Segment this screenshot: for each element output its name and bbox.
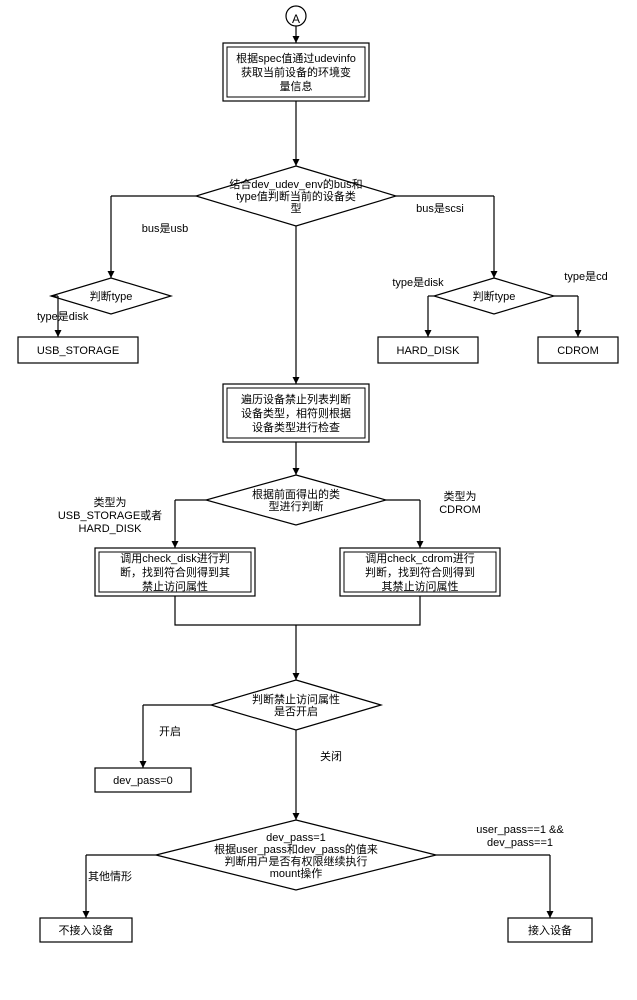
- svg-text:是否开启: 是否开启: [274, 705, 318, 718]
- svg-text:根据user_pass和dev_pass的值来: 根据user_pass和dev_pass的值来: [214, 842, 378, 856]
- svg-text:获取当前设备的环境变: 获取当前设备的环境变: [241, 65, 351, 79]
- svg-text:dev_pass==1: dev_pass==1: [487, 837, 553, 849]
- svg-text:禁止访问属性: 禁止访问属性: [142, 579, 208, 593]
- svg-text:USB_STORAGE或者: USB_STORAGE或者: [58, 509, 162, 522]
- svg-text:type是disk: type是disk: [392, 276, 444, 289]
- svg-text:不接入设备: 不接入设备: [59, 923, 114, 937]
- svg-text:设备类型进行检查: 设备类型进行检查: [252, 420, 340, 434]
- svg-text:type值判断当前的设备类: type值判断当前的设备类: [236, 189, 356, 203]
- svg-text:dev_pass=1: dev_pass=1: [266, 832, 326, 844]
- svg-text:根据前面得出的类: 根据前面得出的类: [252, 487, 340, 501]
- svg-text:接入设备: 接入设备: [528, 923, 572, 937]
- svg-text:根据spec值通过udevinfo: 根据spec值通过udevinfo: [236, 51, 356, 65]
- svg-text:判断，找到符合则得到: 判断，找到符合则得到: [365, 565, 475, 579]
- svg-text:调用check_cdrom进行: 调用check_cdrom进行: [365, 552, 474, 565]
- svg-text:型: 型: [291, 201, 302, 215]
- svg-text:type是cd: type是cd: [564, 270, 607, 283]
- svg-text:dev_pass=0: dev_pass=0: [113, 775, 173, 787]
- svg-text:类型为: 类型为: [94, 495, 127, 509]
- svg-text:型进行判断: 型进行判断: [269, 499, 324, 513]
- svg-text:其禁止访问属性: 其禁止访问属性: [382, 579, 459, 593]
- svg-text:A: A: [292, 12, 300, 26]
- svg-text:判断禁止访问属性: 判断禁止访问属性: [252, 692, 340, 706]
- svg-text:类型为: 类型为: [444, 489, 477, 503]
- svg-text:bus是scsi: bus是scsi: [416, 202, 464, 215]
- svg-text:USB_STORAGE: USB_STORAGE: [37, 345, 119, 357]
- svg-text:调用check_disk进行判: 调用check_disk进行判: [120, 552, 229, 565]
- svg-text:HARD_DISK: HARD_DISK: [79, 523, 143, 535]
- svg-text:判断type: 判断type: [90, 289, 133, 303]
- svg-text:type是disk: type是disk: [37, 310, 89, 323]
- svg-text:CDROM: CDROM: [439, 504, 481, 516]
- svg-text:其他情形: 其他情形: [88, 870, 132, 883]
- svg-text:HARD_DISK: HARD_DISK: [397, 345, 461, 357]
- svg-text:结合dev_udev_env的bus和: 结合dev_udev_env的bus和: [229, 177, 362, 191]
- svg-text:判断用户是否有权限继续执行: 判断用户是否有权限继续执行: [225, 854, 368, 868]
- svg-text:user_pass==1 &&: user_pass==1 &&: [476, 824, 564, 836]
- svg-text:bus是usb: bus是usb: [142, 222, 188, 235]
- svg-text:设备类型，相符则根据: 设备类型，相符则根据: [241, 406, 351, 420]
- svg-text:CDROM: CDROM: [557, 345, 599, 357]
- svg-text:量信息: 量信息: [280, 79, 313, 93]
- svg-text:判断type: 判断type: [473, 289, 516, 303]
- svg-text:断，找到符合则得到其: 断，找到符合则得到其: [120, 565, 230, 579]
- svg-text:关闭: 关闭: [320, 749, 342, 763]
- svg-text:遍历设备禁止列表判断: 遍历设备禁止列表判断: [241, 392, 351, 406]
- svg-text:开启: 开启: [159, 725, 181, 738]
- svg-text:mount操作: mount操作: [270, 866, 323, 880]
